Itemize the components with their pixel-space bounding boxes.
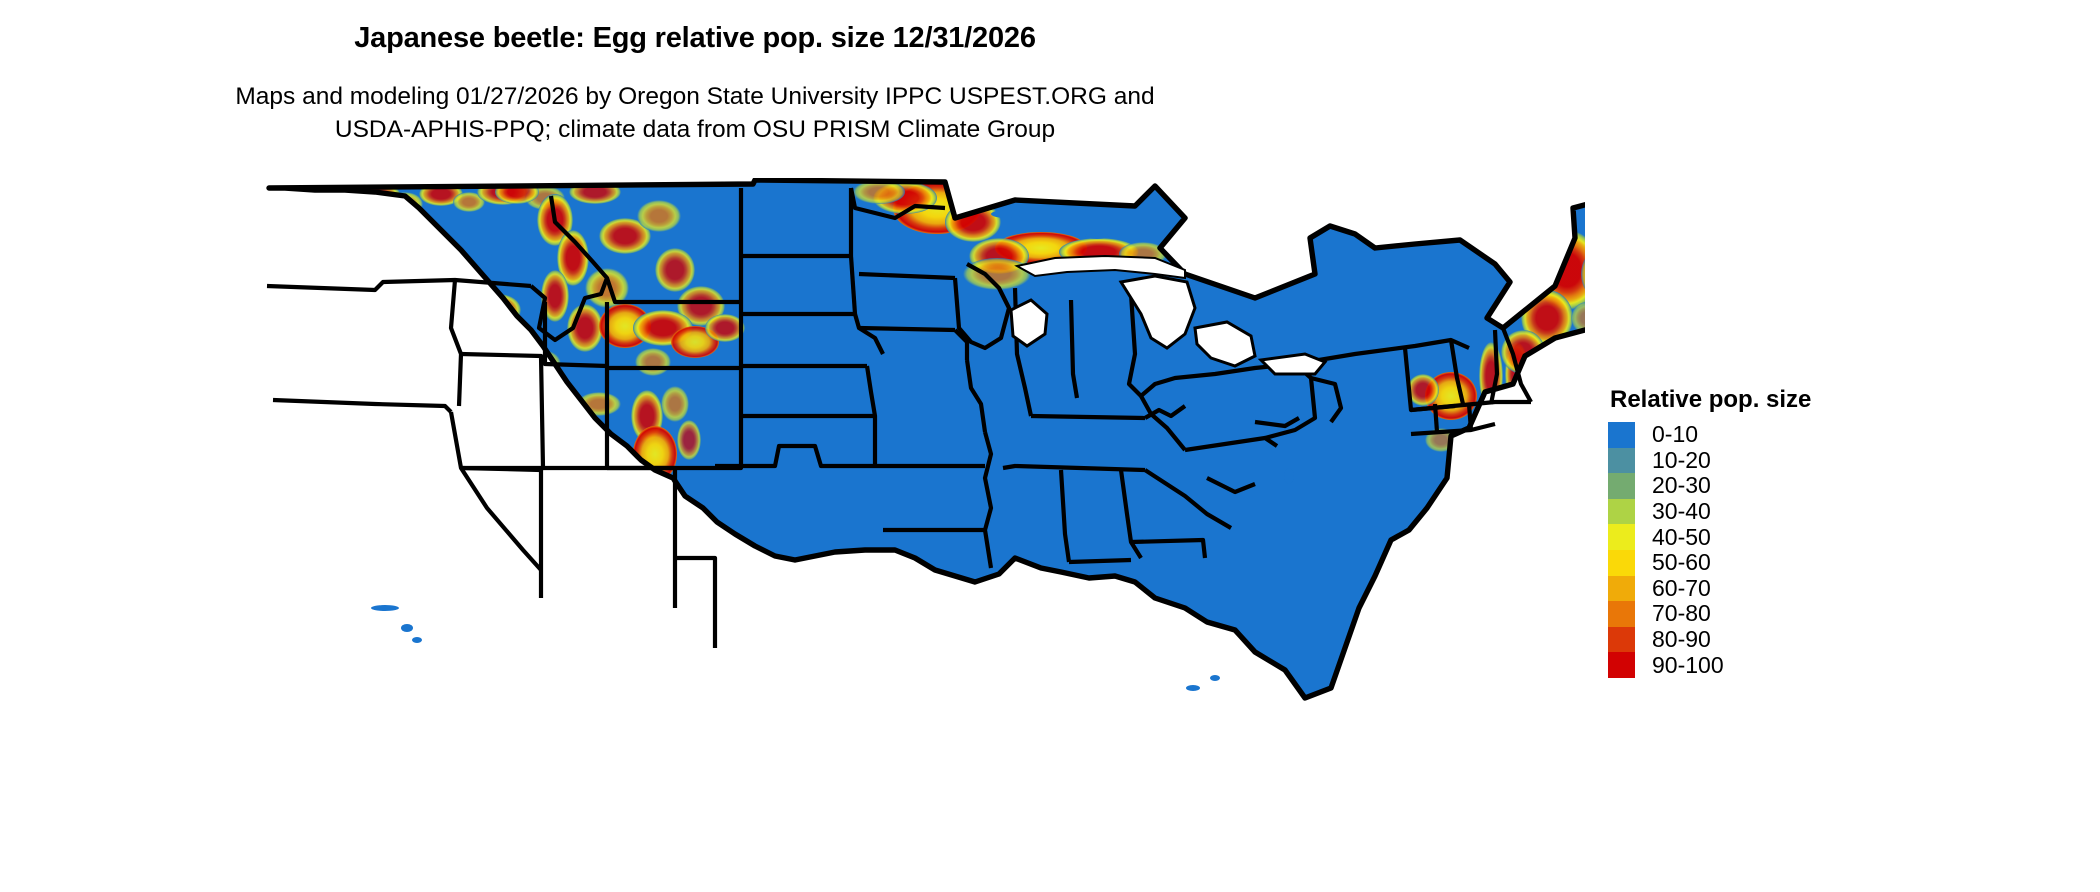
map-state-boundaries [266, 178, 1585, 701]
subtitle-line-2: USDA-APHIS-PPQ; climate data from OSU PR… [334, 116, 1056, 143]
legend-label: 20-30 [1652, 472, 1711, 499]
page-subtitle: Maps and modeling 01/27/2026 by Oregon S… [0, 80, 1390, 146]
legend-label: 50-60 [1652, 549, 1711, 576]
legend-label: 80-90 [1652, 626, 1711, 653]
hotspot-southwest-ranges [516, 540, 650, 605]
legend-label: 40-50 [1652, 523, 1711, 550]
legend-rows: 0-10 10-20 20-30 30-40 40-50 50-60 60-70 70-80 8… [1608, 422, 1908, 678]
legend-swatch [1608, 498, 1635, 525]
legend-item: 40-50 [1608, 524, 1908, 550]
subtitle-line-1: Maps and modeling 01/27/2026 by Oregon S… [235, 83, 1155, 110]
legend-swatch [1608, 601, 1635, 627]
map-land-base [269, 180, 1585, 698]
hotspot-wyoming-ranges [599, 304, 745, 376]
legend-item: 0-10 [1608, 422, 1908, 448]
legend-label: 10-20 [1652, 446, 1711, 473]
map-svg [266, 178, 1585, 701]
legend-item: 80-90 [1608, 626, 1908, 653]
legend-item: 60-70 [1608, 574, 1908, 602]
legend-label: 0-10 [1652, 421, 1699, 448]
legend-swatch [1608, 549, 1635, 576]
legend-label: 70-80 [1652, 600, 1711, 627]
legend-label: 90-100 [1652, 651, 1724, 678]
map-water-features [371, 210, 1294, 691]
legend-item: 90-100 [1608, 652, 1908, 678]
legend-label: 60-70 [1652, 574, 1711, 601]
legend-item: 10-20 [1608, 446, 1908, 474]
legend-label: 30-40 [1652, 498, 1711, 525]
us-choropleth-map [255, 178, 1585, 878]
legend-swatch [1608, 652, 1635, 678]
hotspot-oregon-ranges [277, 272, 521, 414]
legend-swatch [1608, 626, 1635, 653]
legend-item: 50-60 [1608, 549, 1908, 576]
legend-swatch [1608, 473, 1635, 499]
legend-swatch [1608, 447, 1635, 474]
map-legend: Relative pop. size 0-10 10-20 20-30 30-40 40… [1608, 386, 1908, 678]
hotspot-sierra-great-basin [361, 402, 535, 552]
page-title: Japanese beetle: Egg relative pop. size … [354, 22, 1036, 54]
legend-swatch [1608, 524, 1635, 550]
legend-item: 20-30 [1608, 473, 1908, 499]
legend-item: 70-80 [1608, 601, 1908, 627]
legend-title: Relative pop. size [1610, 386, 1812, 413]
map-great-lakes [1009, 254, 1328, 376]
legend-item: 30-40 [1608, 498, 1908, 525]
legend-swatch [1608, 422, 1635, 448]
legend-swatch [1608, 575, 1635, 602]
